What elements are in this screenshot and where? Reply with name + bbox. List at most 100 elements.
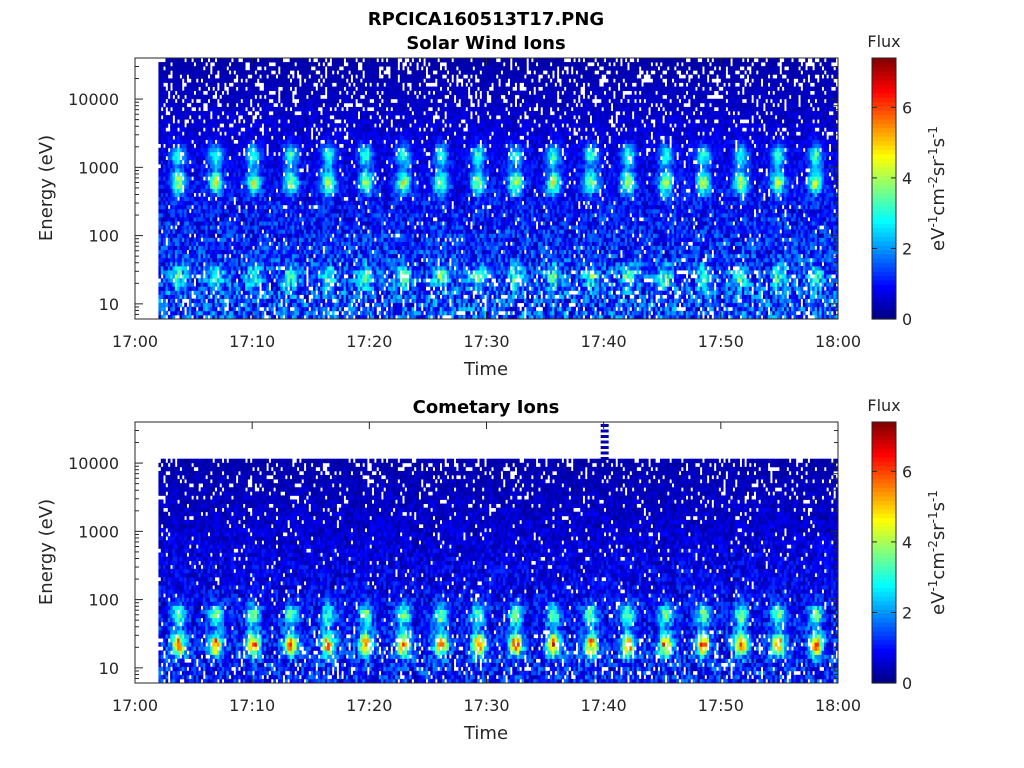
heatmap-cell — [348, 184, 351, 189]
heatmap-cell — [198, 310, 202, 316]
heatmap-cell — [245, 188, 248, 193]
heatmap-cell — [231, 278, 234, 283]
heatmap-cell — [235, 314, 239, 320]
heatmap-cell — [198, 164, 202, 169]
heatmap-cell — [172, 217, 176, 222]
heatmap-cell — [348, 135, 351, 140]
heatmap-cell — [245, 135, 248, 140]
heatmap-cell — [174, 78, 178, 83]
heatmap-cell — [362, 253, 366, 259]
heatmap-cell — [212, 310, 216, 316]
heatmap-cell — [186, 314, 190, 320]
heatmap-cell — [296, 265, 300, 271]
heatmap-cell — [259, 78, 262, 83]
heatmap-cell — [193, 290, 197, 295]
heatmap-cell — [334, 188, 337, 193]
heatmap-cell — [273, 196, 276, 202]
heatmap-cell — [191, 115, 194, 120]
heatmap-cell — [207, 106, 211, 112]
heatmap-cell — [200, 294, 204, 300]
heatmap-cell — [310, 229, 314, 234]
heatmap-cell — [254, 168, 258, 173]
heatmap-cell — [235, 143, 239, 149]
heatmap-cell — [261, 159, 265, 165]
heatmap-cell — [235, 208, 239, 214]
heatmap-cell — [184, 233, 187, 238]
heatmap-cell — [327, 233, 330, 238]
heatmap-cell — [294, 306, 298, 312]
heatmap-cell — [306, 298, 309, 304]
heatmap-cell — [167, 245, 171, 251]
heatmap-cell — [188, 139, 192, 145]
heatmap-cell — [336, 196, 340, 202]
heatmap-cell — [249, 172, 253, 177]
heatmap-cell — [245, 159, 248, 165]
heatmap-cell — [191, 62, 194, 67]
heatmap-cell — [327, 188, 330, 193]
heatmap-cell — [226, 188, 230, 193]
heatmap-cell — [249, 106, 253, 112]
heatmap-cell — [341, 151, 344, 157]
heatmap-cell — [238, 155, 241, 161]
heatmap-cell — [289, 208, 293, 214]
heatmap-cell — [200, 225, 204, 230]
heatmap-cell — [303, 139, 307, 145]
heatmap-cell — [315, 237, 319, 242]
heatmap-cell — [174, 282, 178, 287]
heatmap-cell — [193, 164, 197, 169]
heatmap-cell — [163, 282, 166, 287]
heatmap-cell — [303, 212, 307, 218]
heatmap-cell — [195, 94, 199, 100]
heatmap-cell — [195, 294, 199, 300]
heatmap-cell — [334, 168, 337, 173]
heatmap-cell — [165, 274, 169, 279]
heatmap-cell — [299, 86, 302, 92]
heatmap-cell — [212, 180, 216, 185]
heatmap-cell — [214, 66, 218, 71]
heatmap-cell — [263, 265, 267, 271]
heatmap-cell — [207, 204, 211, 210]
heatmap-cell — [275, 212, 279, 218]
heatmap-cell — [167, 314, 171, 320]
heatmap-cell — [315, 62, 319, 67]
heatmap-cell — [207, 249, 211, 255]
heatmap-cell — [299, 298, 302, 304]
heatmap-cell — [181, 119, 185, 124]
heatmap-cell — [322, 241, 326, 246]
heatmap-cell — [198, 147, 202, 153]
heatmap-cell — [238, 221, 241, 226]
heatmap-cell — [263, 278, 267, 283]
heatmap-cell — [287, 249, 291, 255]
heatmap-cell — [193, 204, 197, 210]
heatmap-cell — [212, 147, 216, 153]
heatmap-cell — [284, 82, 288, 87]
heatmap-cell — [174, 212, 178, 218]
heatmap-cell — [160, 102, 164, 108]
heatmap-cell — [224, 143, 227, 149]
heatmap-cell — [359, 310, 363, 316]
heatmap-cell — [221, 155, 225, 161]
heatmap-cell — [327, 237, 330, 242]
heatmap-cell — [357, 176, 361, 181]
heatmap-cell — [158, 155, 162, 161]
heatmap-cell — [322, 208, 326, 214]
heatmap-cell — [343, 192, 347, 198]
heatmap-cell — [191, 270, 194, 275]
heatmap-cell — [299, 221, 302, 226]
heatmap-cell — [289, 274, 293, 279]
heatmap-cell — [167, 306, 171, 312]
heatmap-cell — [179, 286, 183, 291]
heatmap-cell — [284, 257, 288, 263]
heatmap-cell — [228, 172, 232, 177]
heatmap-cell — [310, 217, 314, 222]
heatmap-cell — [357, 82, 361, 87]
heatmap-cell — [191, 164, 194, 169]
heatmap-cell — [179, 111, 183, 116]
heatmap-cell — [226, 229, 230, 234]
heatmap-cell — [296, 58, 300, 63]
heatmap-cell — [313, 200, 316, 206]
heatmap-cell — [221, 245, 225, 251]
heatmap-cell — [231, 261, 234, 267]
heatmap-cell — [294, 208, 298, 214]
heatmap-cell — [195, 241, 199, 246]
